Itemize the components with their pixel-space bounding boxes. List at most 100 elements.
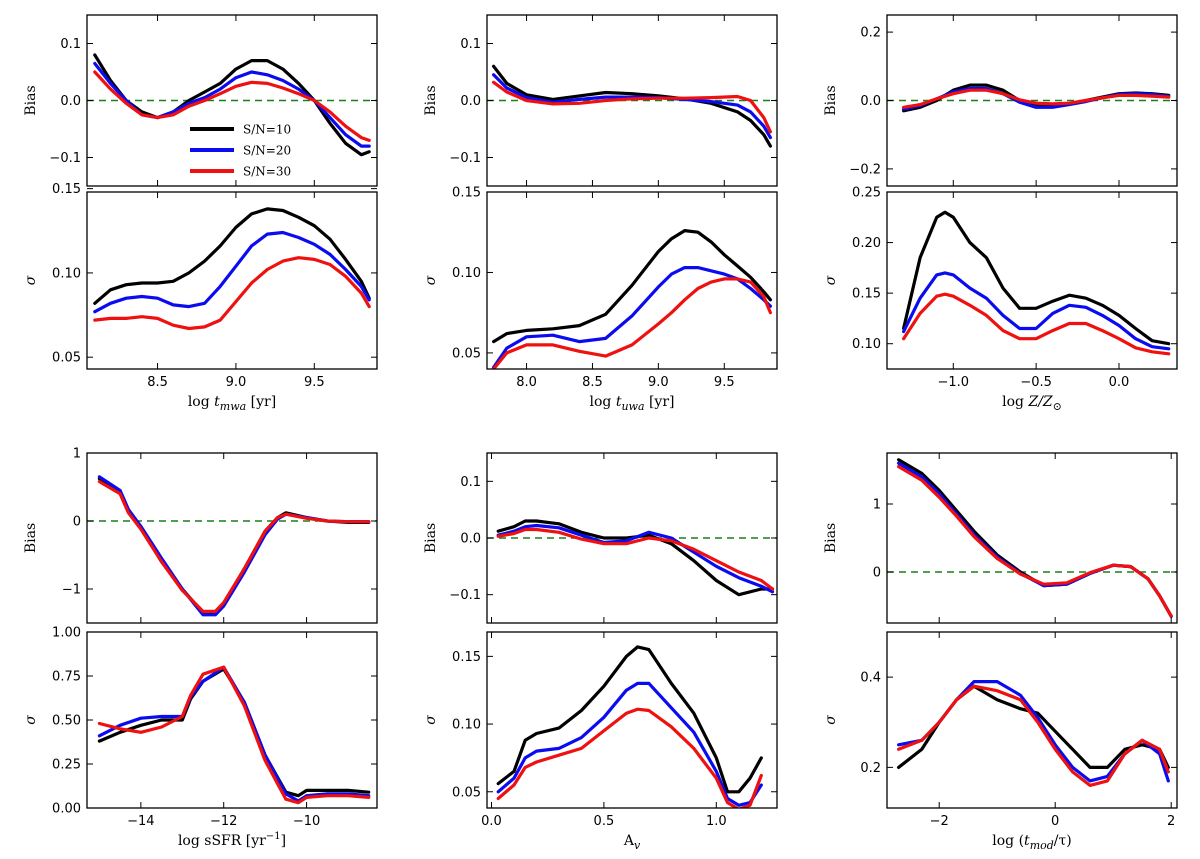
y-tick-label: 0.50 xyxy=(52,714,81,729)
y-tick-label: 0.15 xyxy=(452,650,481,665)
y-tick-label: −0.2 xyxy=(849,162,881,177)
y-tick-label: 1.00 xyxy=(52,626,81,641)
series-line-s30 xyxy=(901,292,1171,356)
x-tick-label: 9.5 xyxy=(304,375,325,390)
series-line-s10 xyxy=(896,458,1173,618)
y-tick-label: 0.05 xyxy=(452,785,481,800)
y-tick-label: 0.0 xyxy=(860,94,881,109)
x-tick-label: −10 xyxy=(293,814,320,829)
y-tick-label: 0.2 xyxy=(860,761,881,776)
series-line-s10 xyxy=(896,684,1170,770)
series-line-s10 xyxy=(492,64,773,148)
ssfr-sigma-panel: 0.00 0.25 0.50 0.75 1.00 −14 −12 −10 σ log sSFR [… xyxy=(23,626,378,849)
y-axis-label: σ xyxy=(423,275,439,285)
uwa-sigma-panel: 0.05 0.10 0.15 8.0 8.5 9.0 9.5 σ log tuwa [yr] xyxy=(423,186,778,413)
chart-mwa: −0.1 0.0 0.1 Bias 0.05 0.10 0.15 8.5 9.0 9.5 σ log … xyxy=(23,14,378,413)
y-axis-label: σ xyxy=(423,715,439,725)
x-tick-label: 0.0 xyxy=(481,814,502,829)
x-tick-label: 8.5 xyxy=(582,375,603,390)
axes-frame xyxy=(86,191,378,370)
y-tick-label: 0.15 xyxy=(452,186,481,201)
ssfr-bias-panel: −1 0 1 Bias xyxy=(23,447,378,624)
y-axis-label: Bias xyxy=(23,523,39,553)
y-axis-label: Bias xyxy=(423,523,439,553)
y-tick-label: −0.1 xyxy=(449,151,481,166)
legend-label: S/N=20 xyxy=(243,144,291,158)
x-tick-label: 1.0 xyxy=(706,814,727,829)
chart-tau: 0 1 Bias 0.2 0.4 −2 0 2 σ log (tmod/τ) xyxy=(823,452,1178,852)
y-tick-label: 1 xyxy=(73,447,81,462)
y-tick-label: 0.15 xyxy=(52,182,81,197)
x-tick-label: −14 xyxy=(127,814,154,829)
y-tick-label: 0.25 xyxy=(52,758,81,773)
y-axis-label: Bias xyxy=(423,85,439,115)
y-tick-label: 0.4 xyxy=(860,671,881,686)
metallicity-bias-panel: −0.2 0.0 0.2 Bias xyxy=(823,14,1178,187)
y-tick-label: 0.1 xyxy=(460,475,481,490)
y-tick-label: 0.75 xyxy=(52,670,81,685)
x-axis-label: log tuwa [yr] xyxy=(589,394,674,413)
x-axis-label: log tmwa [yr] xyxy=(188,394,276,413)
series-line-s10 xyxy=(93,207,371,305)
mwa-sigma-panel: 0.05 0.10 0.15 8.5 9.0 9.5 σ log tmwa [yr] xyxy=(23,182,378,413)
y-tick-label: −1 xyxy=(62,583,81,598)
x-tick-label: −0.5 xyxy=(1020,375,1052,390)
series-line-s10 xyxy=(492,229,773,344)
y-tick-label: −0.1 xyxy=(49,151,81,166)
series-line-s10 xyxy=(496,645,763,794)
series-line-s30 xyxy=(492,277,773,369)
series-line-s30 xyxy=(896,684,1170,788)
y-axis-label: σ xyxy=(823,715,839,725)
axes-frame xyxy=(486,631,778,809)
y-axis-label: Bias xyxy=(823,85,839,115)
axes-frame xyxy=(86,452,378,624)
y-axis-label: Bias xyxy=(823,523,839,553)
av-bias-panel: −0.1 0.0 0.1 Bias xyxy=(423,452,778,624)
series-line-s30 xyxy=(93,256,371,331)
legend: S/N=10 S/N=20 S/N=30 xyxy=(190,123,291,179)
tau-bias-panel: 0 1 Bias xyxy=(823,452,1178,624)
x-tick-label: 2 xyxy=(1167,814,1175,829)
x-tick-label: 9.5 xyxy=(714,375,735,390)
y-tick-label: 0.0 xyxy=(460,532,481,547)
y-axis-label: σ xyxy=(823,275,839,285)
uwa-bias-panel: −0.1 0.0 0.1 Bias xyxy=(423,14,778,187)
mwa-bias-panel: −0.1 0.0 0.1 Bias xyxy=(23,14,378,187)
y-tick-label: 1 xyxy=(873,498,881,513)
y-tick-label: 0.00 xyxy=(52,802,81,817)
series-line-s30 xyxy=(496,527,775,591)
x-axis-label: Av xyxy=(623,833,641,852)
x-tick-label: 9.0 xyxy=(648,375,669,390)
y-axis-label: σ xyxy=(23,715,39,725)
y-tick-label: 0.1 xyxy=(60,37,81,52)
y-tick-label: 0.10 xyxy=(452,266,481,281)
y-tick-label: 0 xyxy=(73,515,81,530)
x-tick-label: 0.5 xyxy=(594,814,615,829)
x-tick-label: 0 xyxy=(1051,814,1059,829)
series-line-s30 xyxy=(97,480,371,614)
axes-frame xyxy=(886,191,1178,370)
series-line-s20 xyxy=(496,681,763,807)
y-tick-label: 0.10 xyxy=(452,718,481,733)
series-line-s20 xyxy=(97,475,371,617)
x-tick-label: 0.0 xyxy=(1109,375,1130,390)
series-line-s30 xyxy=(901,88,1171,109)
series-line-s20 xyxy=(901,86,1171,111)
series-line-s20 xyxy=(496,523,775,594)
x-tick-label: 8.5 xyxy=(147,375,168,390)
x-tick-label: 9.0 xyxy=(226,375,247,390)
av-sigma-panel: 0.05 0.10 0.15 0.0 0.5 1.0 σ Av xyxy=(423,631,778,852)
y-tick-label: 0.15 xyxy=(852,287,881,302)
series-line-s10 xyxy=(93,53,371,157)
y-axis-label: σ xyxy=(23,275,39,285)
series-line-s20 xyxy=(901,271,1171,351)
series-line-s20 xyxy=(492,73,773,140)
chart-uwa: −0.1 0.0 0.1 Bias 0.05 0.10 0.15 8.0 8.5 9.0 9.5 σ l… xyxy=(423,14,778,413)
y-tick-label: 0.1 xyxy=(460,37,481,52)
x-tick-label: −12 xyxy=(210,814,237,829)
series-line-s30 xyxy=(492,80,773,134)
legend-label: S/N=10 xyxy=(243,123,291,137)
series-line-s10 xyxy=(97,477,371,615)
